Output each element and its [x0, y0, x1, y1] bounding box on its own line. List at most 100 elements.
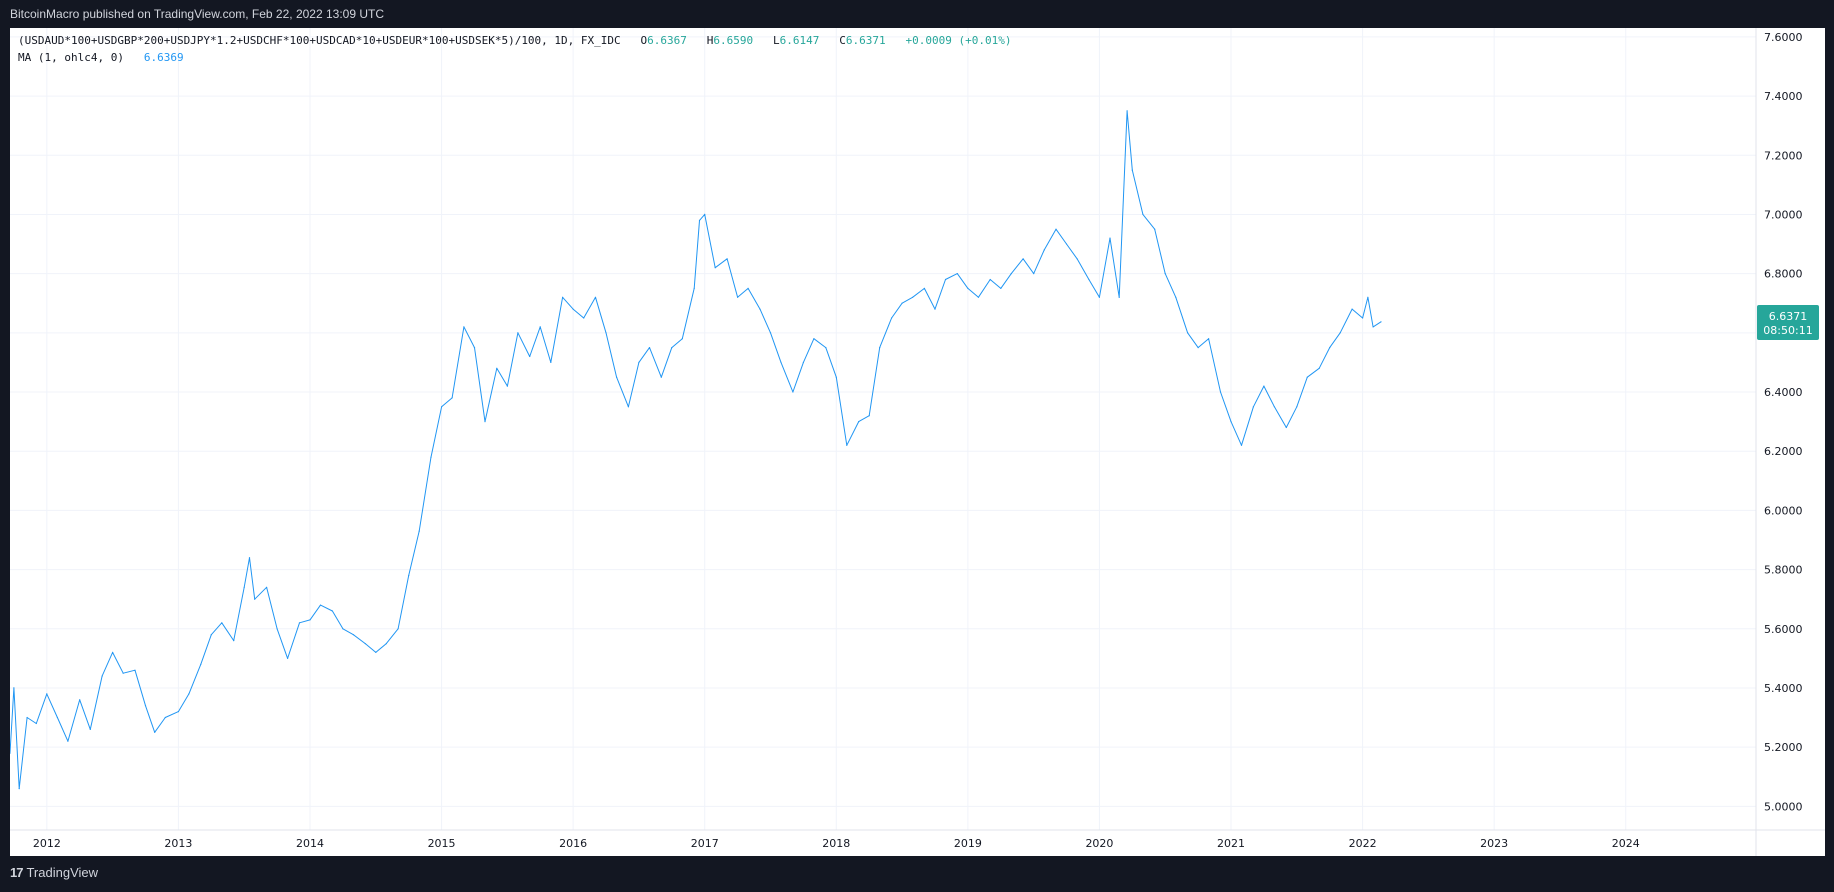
low-value: 6.6147: [779, 34, 820, 47]
time-axis-label: 2024: [1612, 837, 1640, 850]
data-point: [1010, 273, 1012, 275]
data-point: [18, 788, 20, 790]
data-point: [188, 693, 190, 695]
series-line[interactable]: [9, 110, 1382, 790]
data-point: [967, 287, 969, 289]
symbol-name[interactable]: (USDAUD*100+USDGBP*200+USDJPY*1.2+USDCHF…: [18, 34, 621, 47]
data-point: [1372, 326, 1374, 328]
high-label: H: [706, 34, 714, 47]
time-axis[interactable]: 2012 2013 2014 2015 2016 2017 2018 2019 2020 2021…: [33, 837, 1640, 850]
data-point: [802, 361, 805, 363]
high-value: 6.6590: [713, 34, 754, 47]
data-point: [1306, 376, 1308, 378]
data-point: [397, 628, 399, 630]
data-point: [254, 598, 256, 600]
data-point: [934, 308, 936, 310]
data-point: [13, 687, 15, 689]
symbol-legend-row[interactable]: (USDAUD*100+USDGBP*200+USDJPY*1.2+USDCHF…: [18, 32, 1012, 49]
data-point: [879, 347, 881, 349]
data-point: [375, 651, 377, 654]
data-point: [1252, 406, 1254, 408]
data-point: [67, 740, 69, 742]
data-point: [858, 421, 860, 423]
data-point: [726, 258, 728, 260]
data-point: [1329, 347, 1331, 349]
data-point: [1285, 426, 1287, 429]
data-point: [572, 308, 574, 310]
price-axis-label: 7.0000: [1764, 208, 1803, 221]
open-value: 6.6367: [647, 34, 687, 47]
data-point: [266, 586, 268, 588]
chart-panel[interactable]: 5.0000 5.2000 5.4000 5.6000 5.8000 6.0000 6.20…: [9, 28, 1825, 856]
data-point: [1367, 296, 1369, 298]
time-axis-label: 2015: [428, 837, 456, 850]
time-axis-label: 2018: [822, 837, 850, 850]
data-point: [122, 672, 124, 674]
data-point: [923, 287, 926, 289]
price-axis-label: 5.8000: [1764, 564, 1803, 577]
data-point: [944, 278, 947, 281]
data-point: [1142, 213, 1144, 215]
publisher-text: BitcoinMacro published on TradingView.co…: [10, 7, 384, 21]
time-axis-label: 2016: [559, 837, 587, 850]
grid-lines: [10, 28, 1756, 830]
data-point: [693, 287, 695, 289]
data-point: [441, 406, 443, 408]
data-point: [825, 347, 827, 349]
time-axis-label: 2019: [954, 837, 982, 850]
data-point: [352, 634, 354, 636]
data-point: [891, 317, 893, 319]
data-point: [1154, 228, 1156, 230]
data-point: [1208, 338, 1210, 340]
data-point: [737, 296, 739, 298]
price-axis-label: 5.4000: [1764, 682, 1803, 695]
data-point: [539, 326, 541, 328]
time-axis-label: 2014: [296, 837, 324, 850]
data-point: [1318, 367, 1320, 369]
data-point: [1000, 287, 1002, 289]
data-point: [1055, 228, 1057, 230]
data-point: [451, 397, 453, 399]
time-axis-label: 2020: [1085, 837, 1113, 850]
data-point: [780, 361, 782, 363]
price-axis[interactable]: 5.0000 5.2000 5.4000 5.6000 5.8000 6.0000 6.20…: [1764, 31, 1803, 813]
data-point: [1022, 258, 1024, 260]
data-point: [287, 657, 289, 660]
data-point: [605, 332, 607, 334]
data-point: [1187, 332, 1189, 334]
data-point: [616, 376, 618, 378]
data-point: [648, 347, 651, 349]
price-tag-countdown: 08:50:11: [1763, 324, 1812, 337]
price-axis-label: 6.0000: [1764, 504, 1803, 517]
data-point: [506, 385, 508, 387]
price-axis-label: 7.6000: [1764, 31, 1803, 44]
data-point: [1175, 296, 1177, 298]
brand-name: TradingView: [26, 865, 99, 880]
price-axis-label: 5.6000: [1764, 623, 1803, 636]
ma-legend-row[interactable]: MA (1, ohlc4, 0) 6.6369: [18, 49, 1012, 66]
open-label: O: [640, 34, 648, 47]
data-point: [1043, 249, 1045, 251]
data-point: [529, 355, 531, 358]
data-point: [463, 326, 465, 328]
price-tag-value: 6.6371: [1769, 310, 1808, 323]
data-point: [1164, 273, 1166, 275]
footer: 17 TradingView: [0, 856, 1834, 892]
data-point: [1131, 169, 1133, 171]
data-point: [1240, 444, 1243, 446]
data-point: [868, 415, 870, 417]
ma-label[interactable]: MA (1, ohlc4, 0): [18, 51, 124, 64]
low-label: L: [773, 34, 780, 47]
data-point: [704, 213, 706, 215]
tradingview-logo[interactable]: 17 TradingView: [10, 865, 98, 880]
data-point: [177, 711, 179, 713]
data-point: [309, 619, 311, 621]
data-point: [200, 663, 202, 665]
data-point: [1033, 273, 1035, 275]
price-axis-label: 7.4000: [1764, 90, 1803, 103]
data-point: [747, 287, 749, 289]
data-point: [1098, 296, 1100, 298]
data-point: [835, 376, 837, 378]
price-chart[interactable]: 5.0000 5.2000 5.4000 5.6000 5.8000 6.0000 6.20…: [9, 28, 1825, 856]
data-point: [660, 376, 662, 378]
